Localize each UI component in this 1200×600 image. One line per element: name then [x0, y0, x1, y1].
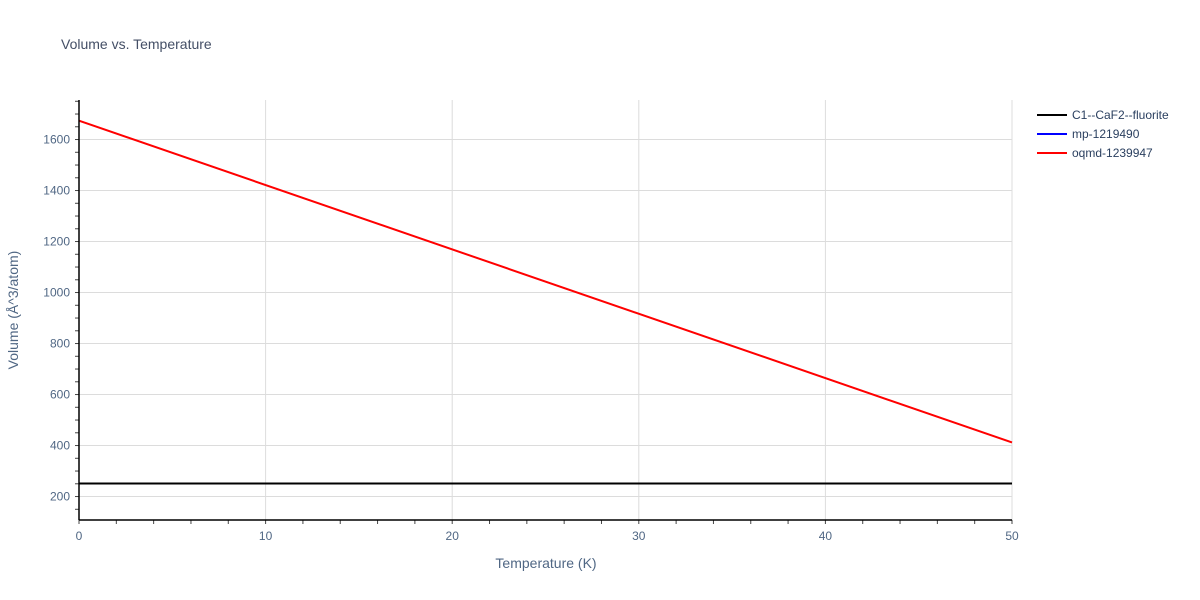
y-axis-label: Volume (Å^3/atom): [5, 251, 21, 370]
y-tick-label: 1400: [43, 184, 70, 198]
legend: C1--CaF2--fluorite mp-1219490 oqmd-1239947: [1037, 108, 1169, 160]
gridlines: [79, 100, 1013, 520]
series-line: [78, 119, 1013, 444]
legend-item[interactable]: oqmd-1239947: [1037, 146, 1153, 160]
y-tick-label: 800: [50, 337, 70, 351]
y-tick-label: 1600: [43, 133, 70, 147]
y-tick-label: 600: [50, 388, 70, 402]
x-tick-label: 10: [259, 529, 273, 543]
y-tick-label: 400: [50, 439, 70, 453]
legend-item[interactable]: C1--CaF2--fluorite: [1037, 108, 1169, 122]
x-tick-label: 20: [446, 529, 460, 543]
chart-title: Volume vs. Temperature: [61, 36, 212, 52]
data-series: [78, 119, 1013, 485]
y-tick-label: 1000: [43, 286, 70, 300]
x-tick-label: 40: [819, 529, 833, 543]
x-tick-label: 50: [1005, 529, 1019, 543]
x-tick-label: 30: [632, 529, 646, 543]
axes: 0 10 20 30 40 50 200 400 600 800 1000 1200 1400 1600: [43, 100, 1019, 543]
legend-item[interactable]: mp-1219490: [1037, 127, 1140, 141]
legend-label: oqmd-1239947: [1072, 146, 1153, 160]
legend-label: C1--CaF2--fluorite: [1072, 108, 1169, 122]
y-tick-label: 1200: [43, 235, 70, 249]
x-axis-label: Temperature (K): [495, 555, 596, 571]
x-tick-label: 0: [76, 529, 83, 543]
y-tick-label: 200: [50, 490, 70, 504]
legend-label: mp-1219490: [1072, 127, 1140, 141]
